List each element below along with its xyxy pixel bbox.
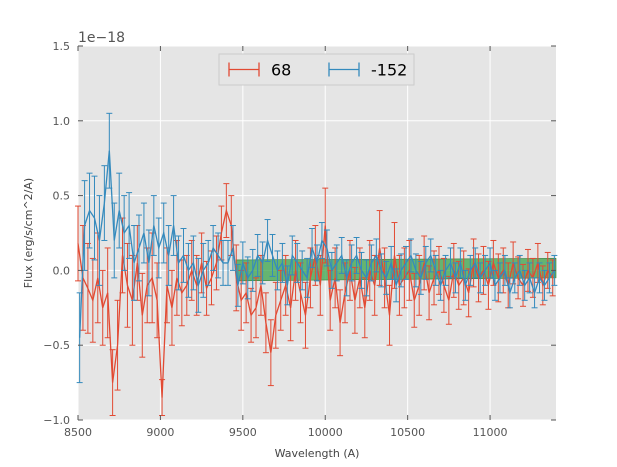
y-axis-label: Flux (erg/s/cm^2/A) — [22, 178, 35, 288]
y-tick-label: 1.0 — [53, 115, 71, 128]
series-line — [77, 208, 554, 398]
grid — [77, 45, 556, 421]
legend-label: -152 — [371, 61, 407, 80]
x-tick-label: 8500 — [64, 426, 92, 439]
x-tick-label: 9000 — [146, 426, 174, 439]
x-tick-label: 10000 — [308, 426, 343, 439]
series-68 — [75, 183, 556, 417]
legend: 68 -152 — [218, 53, 415, 86]
x-axis-label: Wavelength (A) — [275, 447, 360, 460]
plot-area — [78, 46, 556, 420]
y-tick-label: −0.5 — [43, 339, 70, 352]
legend-label: 68 — [271, 61, 291, 80]
x-tick-label: 10500 — [390, 426, 425, 439]
y-tick-label: −1.0 — [43, 414, 70, 427]
series-layer — [75, 112, 558, 417]
ticks: 8500 9000 9500 10000 10500 11000 −1.0 −0.5 0.0 0.… — [43, 40, 556, 439]
y-tick-label: 0.0 — [53, 264, 71, 277]
y-tick-label: 1.5 — [53, 40, 71, 53]
y-tick-label: 0.5 — [53, 190, 71, 203]
x-tick-label: 11000 — [473, 426, 508, 439]
legend-item-68: 68 — [228, 61, 291, 80]
series--152 — [76, 112, 558, 384]
series-line — [79, 150, 555, 338]
y-offset-label: 1e−18 — [78, 30, 125, 46]
x-tick-label: 9500 — [229, 426, 257, 439]
legend-item--152: -152 — [328, 61, 407, 80]
